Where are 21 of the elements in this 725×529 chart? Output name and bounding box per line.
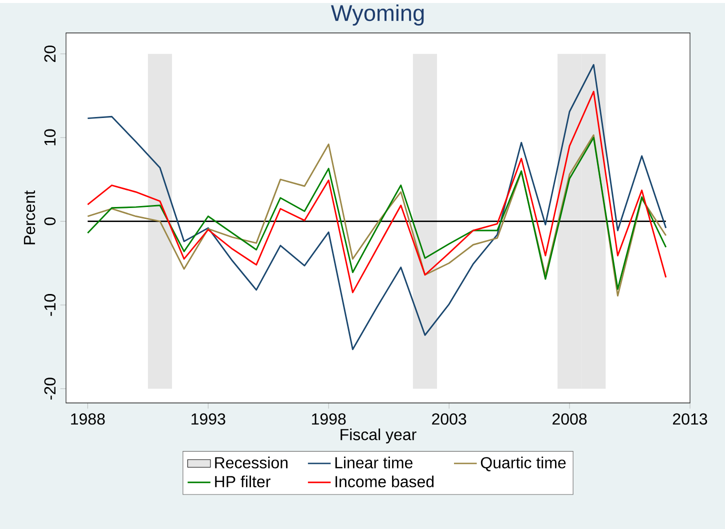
legend-label: Quartic time [480, 456, 566, 472]
x-tick-label: 2013 [673, 413, 708, 425]
legend-label: Linear time [335, 456, 412, 468]
x-axis-title: Fiscal year [340, 428, 416, 444]
y-tick-label: 10 [44, 129, 56, 146]
x-tick-label: 1993 [192, 413, 226, 425]
x-tick-label: 2003 [432, 413, 466, 425]
line-series [86, 90, 667, 294]
x-tick-label: 1988 [71, 413, 105, 425]
line-series [86, 64, 667, 350]
y-axis-title: Percent [24, 190, 36, 244]
y-tick-label: -10 [44, 294, 56, 316]
y-tick-label: 20 [44, 46, 56, 62]
y-tick-label: 0 [44, 217, 56, 226]
x-tick-label: 2008 [552, 413, 587, 425]
legend-label: HP filter [215, 476, 270, 488]
legend-label: Recession [215, 456, 288, 468]
legend-label: Income based [336, 476, 434, 488]
x-tick-label: 1998 [312, 413, 346, 425]
chart-title: Wyoming [330, 4, 424, 26]
y-tick-label: -20 [44, 378, 56, 400]
